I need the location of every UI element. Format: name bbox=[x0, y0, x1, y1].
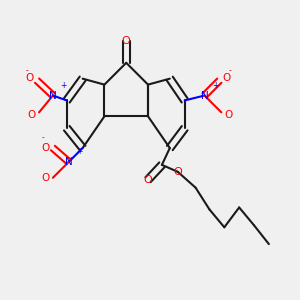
Text: O: O bbox=[122, 36, 130, 46]
Text: O: O bbox=[26, 73, 34, 83]
Text: O: O bbox=[144, 175, 152, 185]
Text: +: + bbox=[76, 147, 83, 156]
Text: O: O bbox=[222, 73, 231, 83]
Text: +: + bbox=[212, 81, 218, 90]
Text: -: - bbox=[41, 133, 44, 142]
Text: +: + bbox=[60, 81, 67, 90]
Text: N: N bbox=[65, 157, 73, 167]
Text: -: - bbox=[228, 66, 231, 75]
Text: N: N bbox=[201, 91, 208, 100]
Text: N: N bbox=[49, 91, 57, 100]
Text: O: O bbox=[42, 143, 50, 153]
Text: O: O bbox=[42, 173, 50, 183]
Text: -: - bbox=[26, 66, 28, 75]
Text: O: O bbox=[224, 110, 232, 120]
Text: O: O bbox=[28, 110, 36, 120]
Text: O: O bbox=[173, 167, 182, 177]
